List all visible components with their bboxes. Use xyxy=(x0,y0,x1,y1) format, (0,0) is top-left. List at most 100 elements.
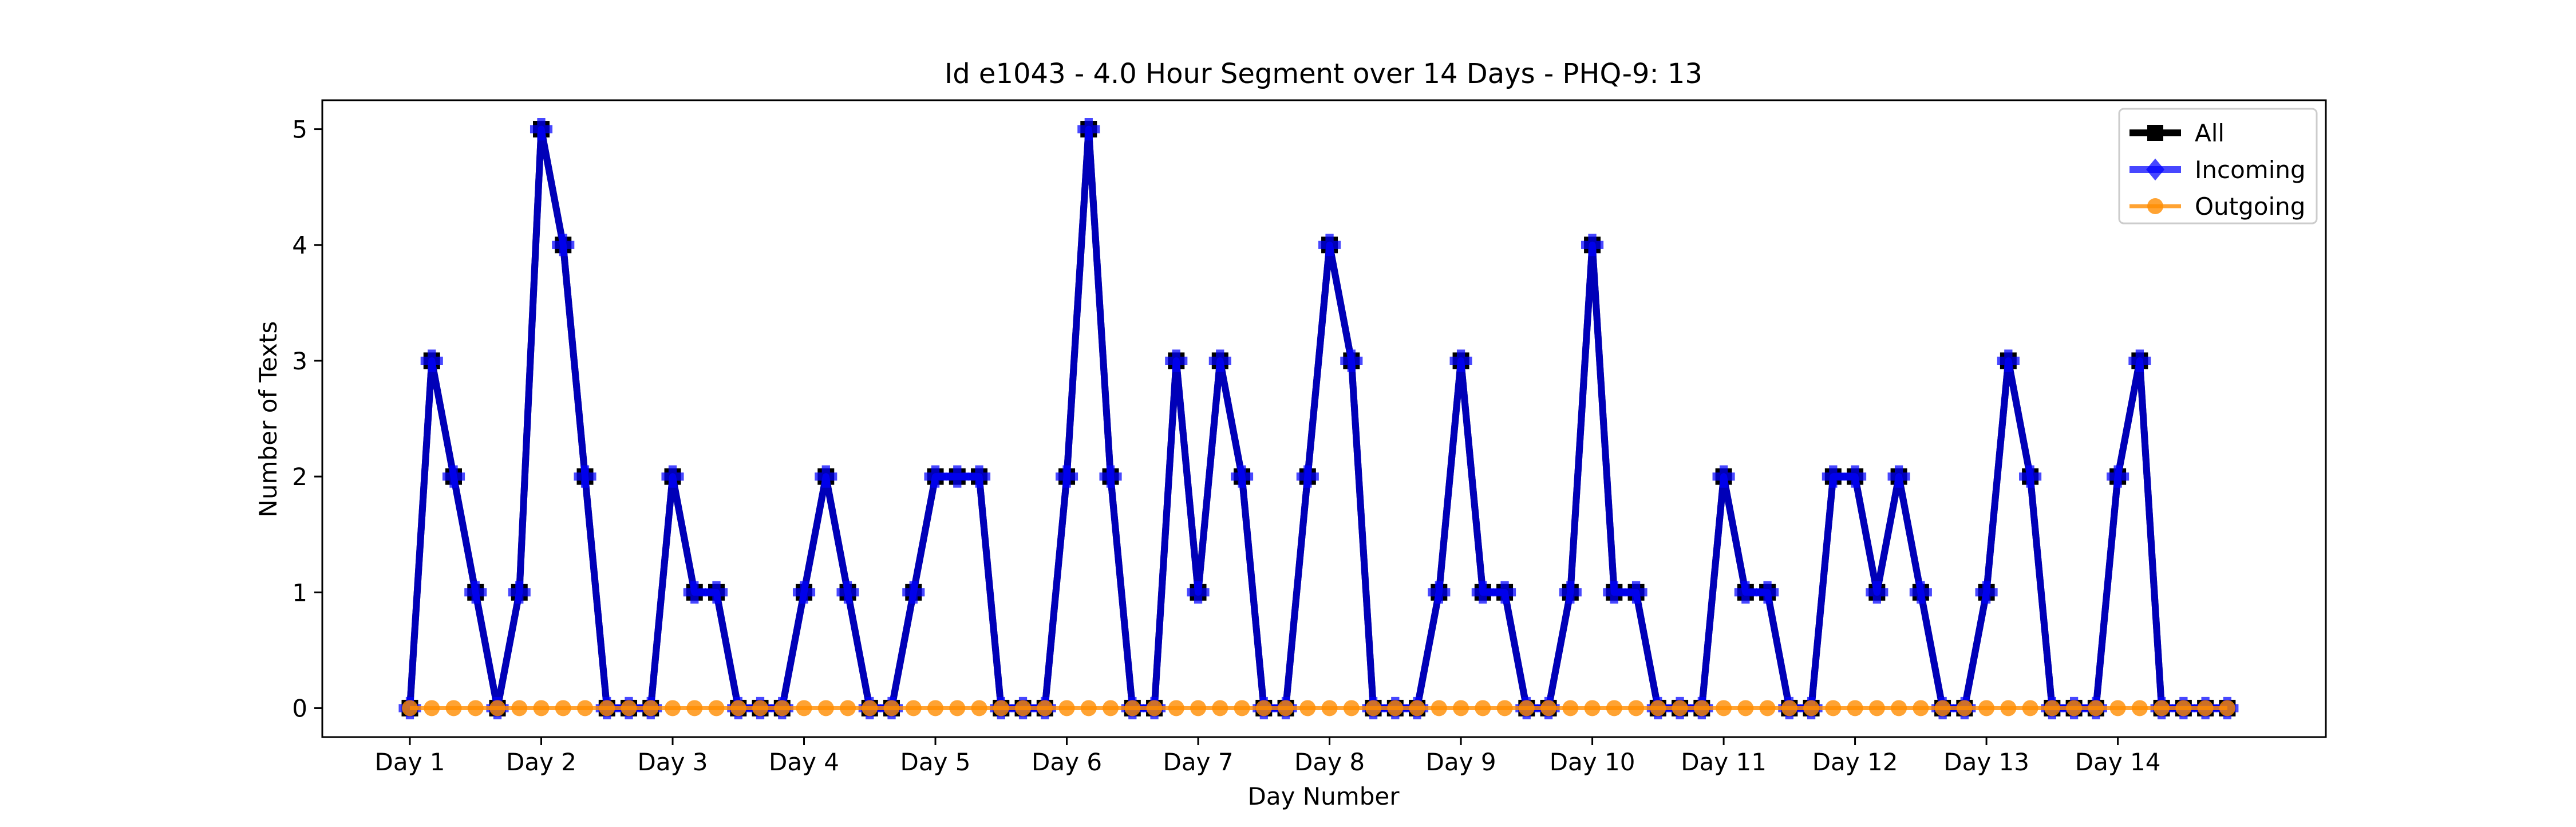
data-point-incoming xyxy=(946,465,969,488)
chart-title: Id e1043 - 4.0 Hour Segment over 14 Days… xyxy=(945,58,1702,90)
data-point-outgoing xyxy=(533,700,550,716)
y-tick-label: 1 xyxy=(292,578,307,607)
data-point-outgoing xyxy=(862,700,878,716)
data-point-outgoing xyxy=(1913,700,1929,716)
data-point-incoming xyxy=(1909,581,1932,604)
data-point-incoming xyxy=(574,465,596,488)
data-point-outgoing xyxy=(796,700,812,716)
data-point-incoming xyxy=(1866,581,1888,604)
data-point-incoming xyxy=(1165,349,1188,372)
data-point-incoming xyxy=(1756,581,1779,604)
data-point-outgoing xyxy=(1562,700,1579,716)
data-point-outgoing xyxy=(1716,700,1732,716)
data-point-outgoing xyxy=(1365,700,1382,716)
data-point-incoming xyxy=(1844,465,1867,488)
data-point-outgoing xyxy=(577,700,594,716)
data-point-incoming xyxy=(902,581,925,604)
data-point-outgoing xyxy=(1781,700,1797,716)
data-point-outgoing xyxy=(1387,700,1404,716)
data-point-outgoing xyxy=(511,700,528,716)
data-point-outgoing xyxy=(642,700,659,716)
data-point-outgoing xyxy=(489,700,506,716)
x-tick-label: Day 8 xyxy=(1294,748,1365,776)
data-point-incoming xyxy=(1625,581,1647,604)
data-point-outgoing xyxy=(708,700,725,716)
legend-label-all: All xyxy=(2195,119,2225,147)
data-point-outgoing xyxy=(1518,700,1535,716)
data-point-outgoing xyxy=(993,700,1009,716)
data-point-outgoing xyxy=(2154,700,2170,716)
data-point-incoming xyxy=(967,465,991,488)
data-point-outgoing xyxy=(1847,700,1863,716)
data-point-incoming xyxy=(508,581,531,604)
axes: 0 1 2 3 4 5 Day 1 Day 2 Day 3 Day 4 Day 5 Day 6 Day … xyxy=(292,116,2160,776)
data-point-incoming xyxy=(705,581,728,604)
data-point-outgoing xyxy=(1212,700,1228,716)
y-tick-label: 0 xyxy=(292,694,307,722)
legend-label-outgoing: Outgoing xyxy=(2195,192,2305,220)
data-point-incoming xyxy=(1887,465,1910,488)
data-point-outgoing xyxy=(1693,700,1710,716)
data-point-outgoing xyxy=(1409,700,1425,716)
data-point-incoming xyxy=(2019,465,2042,488)
data-point-incoming xyxy=(442,465,465,488)
data-point-outgoing xyxy=(1584,700,1601,716)
data-point-incoming xyxy=(1581,234,1604,257)
x-tick-label: Day 12 xyxy=(1812,748,1898,776)
data-point-outgoing xyxy=(2109,700,2126,716)
data-point-outgoing xyxy=(1015,700,1032,716)
data-point-incoming xyxy=(1997,349,2020,372)
data-point-incoming xyxy=(552,234,575,257)
x-axis-label: Day Number xyxy=(1247,782,1400,810)
data-point-incoming xyxy=(1559,581,1582,604)
data-point-outgoing xyxy=(2044,700,2060,716)
data-point-outgoing xyxy=(2197,700,2214,716)
x-tick-label: Day 7 xyxy=(1163,748,1234,776)
x-tick-label: Day 11 xyxy=(1681,748,1767,776)
data-point-outgoing xyxy=(2175,700,2192,716)
data-point-incoming xyxy=(1099,465,1122,488)
data-point-outgoing xyxy=(1672,700,1688,716)
x-tick-label: Day 1 xyxy=(374,748,445,776)
data-point-outgoing xyxy=(1628,700,1645,716)
data-point-outgoing xyxy=(1080,700,1097,716)
x-tick-label: Day 9 xyxy=(1426,748,1496,776)
data-point-outgoing xyxy=(1058,700,1075,716)
data-point-outgoing xyxy=(1168,700,1184,716)
data-point-outgoing xyxy=(599,700,615,716)
data-point-outgoing xyxy=(927,700,944,716)
data-point-outgoing xyxy=(1343,700,1360,716)
data-point-outgoing xyxy=(1037,700,1053,716)
data-point-incoming xyxy=(530,117,553,141)
data-point-outgoing xyxy=(1606,700,1622,716)
data-point-outgoing xyxy=(2088,700,2104,716)
data-point-outgoing xyxy=(1299,700,1316,716)
data-point-incoming xyxy=(2107,465,2129,488)
y-tick-label: 2 xyxy=(292,463,307,491)
y-tick-label: 3 xyxy=(292,347,307,375)
data-point-outgoing xyxy=(1234,700,1250,716)
data-point-incoming xyxy=(792,581,816,604)
data-point-outgoing xyxy=(1868,700,1885,716)
data-point-outgoing xyxy=(1103,700,1119,716)
data-point-outgoing xyxy=(1190,700,1207,716)
data-point-outgoing xyxy=(949,700,966,716)
data-point-incoming xyxy=(1077,117,1100,141)
data-point-outgoing xyxy=(971,700,987,716)
data-point-outgoing xyxy=(1475,700,1491,716)
data-point-outgoing xyxy=(883,700,900,716)
data-point-incoming xyxy=(1734,581,1757,604)
data-point-outgoing xyxy=(1278,700,1294,716)
x-tick-label: Day 4 xyxy=(769,748,839,776)
data-point-incoming xyxy=(1055,465,1078,488)
data-point-outgoing xyxy=(1496,700,1513,716)
plot-area xyxy=(398,117,2239,720)
data-point-incoming xyxy=(1208,349,1231,372)
x-tick-label: Day 14 xyxy=(2075,748,2161,776)
x-tick-label: Day 5 xyxy=(900,748,971,776)
data-point-outgoing xyxy=(445,700,462,716)
legend-marker-outgoing xyxy=(2147,198,2163,214)
legend: All Incoming Outgoing xyxy=(2118,108,2318,225)
data-point-outgoing xyxy=(840,700,856,716)
